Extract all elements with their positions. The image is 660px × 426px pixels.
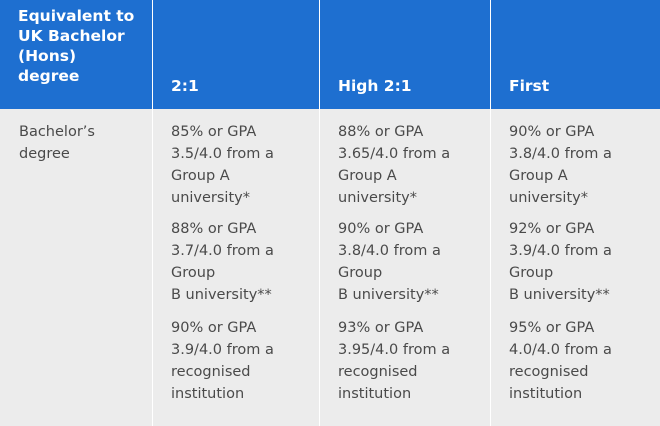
header-high-2-1: High 2:1 <box>319 0 490 109</box>
cell-line: 88% or GPA <box>171 221 257 237</box>
cell-line: 93% or GPA <box>338 320 424 336</box>
cell-line: (Hons) <box>18 47 77 65</box>
cell-line: 90% or GPA <box>338 221 424 237</box>
cell-line: B university** <box>509 287 610 303</box>
cell-2-1-group-b: 88% or GPA 3.7/4.0 from a Group B universit… <box>171 218 274 306</box>
cell-line: 95% or GPA <box>509 320 595 336</box>
cell-line: 92% or GPA <box>509 221 595 237</box>
table-header <box>0 0 660 109</box>
cell-line: 85% or GPA <box>171 124 257 140</box>
column-divider <box>319 0 320 426</box>
cell-line: 3.9/4.0 from a <box>509 243 612 259</box>
cell-line: 90% or GPA <box>171 320 257 336</box>
cell-line: 3.65/4.0 from a <box>338 146 451 162</box>
cell-line: High 2:1 <box>338 77 412 95</box>
cell-line: 3.8/4.0 from a <box>509 146 612 162</box>
cell-line: B university** <box>338 287 439 303</box>
column-divider <box>490 0 491 426</box>
cell-line: Group A <box>338 168 397 184</box>
cell-line: institution <box>509 386 583 402</box>
cell-line: 3.7/4.0 from a <box>171 243 274 259</box>
cell-2-1-recognised: 90% or GPA 3.9/4.0 from a recognised instit… <box>171 317 274 405</box>
cell-line: university* <box>338 190 417 206</box>
cell-line: Equivalent to <box>18 7 135 25</box>
cell-line: 2:1 <box>171 77 199 95</box>
cell-first-group-a: 90% or GPA 3.8/4.0 from a Group A universit… <box>509 121 612 209</box>
header-equivalent-to: Equivalent to UK Bachelor (Hons) degree <box>0 0 152 109</box>
row-label: Bachelor’s degree <box>19 121 95 165</box>
cell-line: 3.8/4.0 from a <box>338 243 441 259</box>
cell-line: recognised <box>338 364 418 380</box>
cell-line: Group A <box>509 168 568 184</box>
cell-line: 4.0/4.0 from a <box>509 342 612 358</box>
cell-line: recognised <box>171 364 251 380</box>
cell-line: institution <box>338 386 412 402</box>
cell-high-2-1-group-b: 90% or GPA 3.8/4.0 from a Group B universit… <box>338 218 441 306</box>
cell-line: First <box>509 77 550 95</box>
cell-line: recognised <box>509 364 589 380</box>
cell-line: institution <box>171 386 245 402</box>
cell-line: degree <box>19 146 70 162</box>
cell-line: Bachelor’s <box>19 124 95 140</box>
cell-first-recognised: 95% or GPA 4.0/4.0 from a recognised instit… <box>509 317 612 405</box>
cell-line: 3.9/4.0 from a <box>171 342 274 358</box>
cell-2-1-group-a: 85% or GPA 3.5/4.0 from a Group A universit… <box>171 121 274 209</box>
cell-line: 3.5/4.0 from a <box>171 146 274 162</box>
cell-line: Group <box>509 265 554 281</box>
cell-line: 3.95/4.0 from a <box>338 342 451 358</box>
cell-line: Group <box>171 265 216 281</box>
cell-line: university* <box>171 190 250 206</box>
cell-high-2-1-recognised: 93% or GPA 3.95/4.0 from a recognised insti… <box>338 317 450 405</box>
cell-line: B university** <box>171 287 272 303</box>
header-first: First <box>490 0 660 109</box>
cell-line: UK Bachelor <box>18 27 125 45</box>
cell-line: degree <box>18 67 80 85</box>
cell-line: university* <box>509 190 588 206</box>
cell-line: 88% or GPA <box>338 124 424 140</box>
cell-line: Group <box>338 265 383 281</box>
header-2-1: 2:1 <box>152 0 319 109</box>
column-divider <box>152 0 153 426</box>
cell-high-2-1-group-a: 88% or GPA 3.65/4.0 from a Group A universi… <box>338 121 450 209</box>
cell-line: Group A <box>171 168 230 184</box>
cell-first-group-b: 92% or GPA 3.9/4.0 from a Group B universit… <box>509 218 612 306</box>
cell-line: 90% or GPA <box>509 124 595 140</box>
